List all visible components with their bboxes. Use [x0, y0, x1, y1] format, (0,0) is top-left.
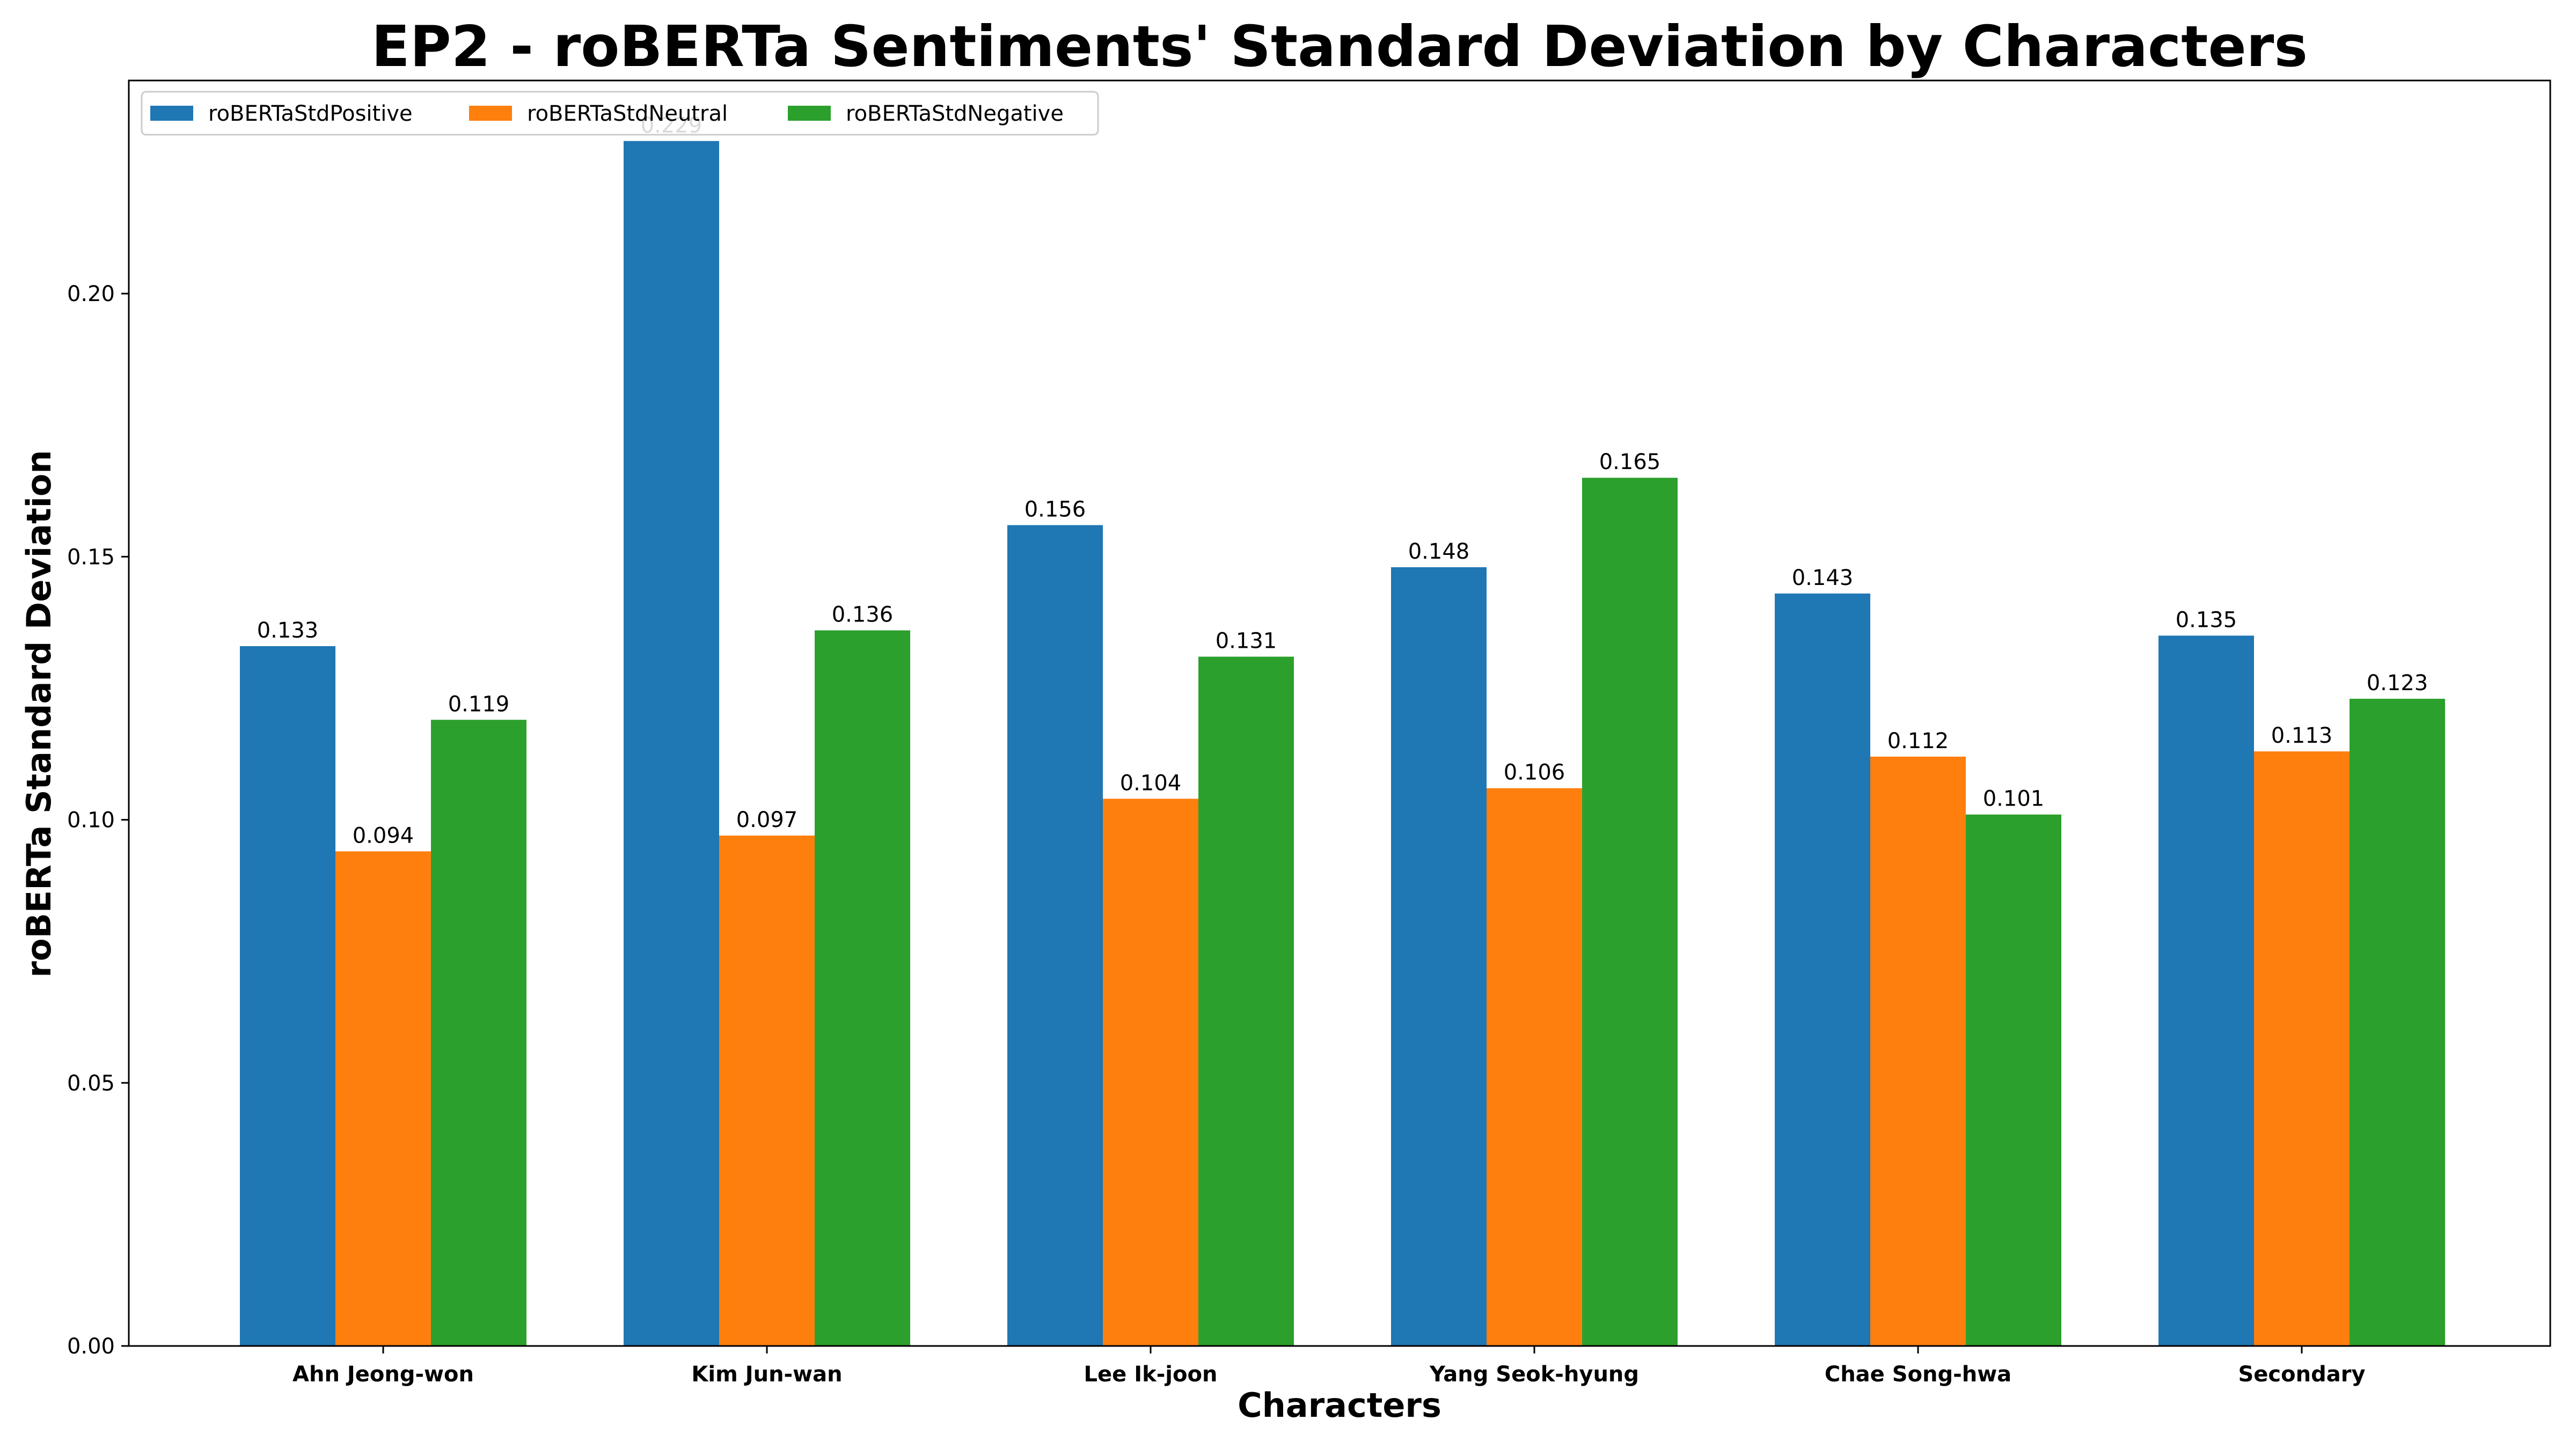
x-tick-label-1: Kim Jun-wan — [691, 1362, 842, 1387]
value-label-roBERTaStdPositive-3: 0.148 — [1408, 539, 1470, 564]
value-label-roBERTaStdNeutral-4: 0.112 — [1887, 729, 1949, 753]
value-label-roBERTaStdPositive-4: 0.143 — [1792, 566, 1854, 590]
bar-roBERTaStdPositive-4 — [1775, 593, 1870, 1346]
bar-roBERTaStdPositive-1 — [624, 141, 719, 1346]
x-tick-label-4: Chae Song-hwa — [1825, 1362, 2011, 1387]
bar-roBERTaStdNegative-1 — [815, 630, 910, 1346]
value-label-roBERTaStdNeutral-0: 0.094 — [353, 823, 414, 848]
bar-roBERTaStdPositive-0 — [240, 646, 335, 1346]
bar-roBERTaStdNeutral-2 — [1103, 799, 1198, 1346]
y-tick-label-0: 0.00 — [67, 1334, 115, 1359]
y-tick-label-4: 0.20 — [67, 282, 115, 306]
value-label-roBERTaStdNegative-0: 0.119 — [448, 692, 510, 716]
bar-roBERTaStdNegative-5 — [2350, 699, 2445, 1346]
value-label-roBERTaStdNeutral-2: 0.104 — [1120, 771, 1182, 795]
x-axis-label: Characters — [1238, 1386, 1441, 1425]
bar-roBERTaStdNegative-0 — [431, 720, 526, 1346]
x-tick-label-3: Yang Seok-hyung — [1429, 1362, 1639, 1387]
plot-area: 0.1330.2290.1560.1480.1430.1350.0940.097… — [67, 79, 2551, 1387]
value-label-roBERTaStdNegative-4: 0.101 — [1983, 787, 2045, 811]
value-label-roBERTaStdPositive-0: 0.133 — [257, 618, 319, 643]
bar-roBERTaStdNeutral-1 — [719, 835, 815, 1346]
legend-box — [141, 91, 1099, 136]
bar-roBERTaStdNeutral-5 — [2254, 751, 2350, 1346]
bar-roBERTaStdNeutral-3 — [1487, 788, 1582, 1346]
value-label-roBERTaStdNeutral-3: 0.106 — [1504, 760, 1565, 785]
legend-swatch-roBERTaStdNegative — [788, 106, 831, 121]
chart-title: EP2 - roBERTa Sentiments' Standard Devia… — [371, 14, 2308, 79]
legend-label-roBERTaStdNegative: roBERTaStdNegative — [846, 101, 1064, 126]
bar-roBERTaStdNeutral-0 — [335, 851, 431, 1346]
x-tick-label-5: Secondary — [2238, 1362, 2365, 1387]
value-label-roBERTaStdPositive-5: 0.135 — [2176, 608, 2237, 632]
bar-roBERTaStdNegative-2 — [1198, 656, 1294, 1346]
y-tick-label-1: 0.05 — [67, 1071, 115, 1096]
value-label-roBERTaStdNeutral-5: 0.113 — [2271, 723, 2333, 748]
legend-label-roBERTaStdPositive: roBERTaStdPositive — [208, 101, 413, 126]
value-label-roBERTaStdPositive-2: 0.156 — [1024, 497, 1086, 522]
bar-roBERTaStdNeutral-4 — [1870, 756, 1966, 1346]
legend: roBERTaStdPositive roBERTaStdNeutral roBER… — [141, 91, 1099, 136]
value-label-roBERTaStdNegative-5: 0.123 — [2367, 671, 2428, 696]
x-tick-label-2: Lee Ik-joon — [1084, 1362, 1218, 1387]
value-label-roBERTaStdNegative-2: 0.131 — [1216, 629, 1277, 654]
value-label-roBERTaStdNegative-3: 0.165 — [1599, 450, 1661, 474]
y-tick-label-2: 0.10 — [67, 808, 115, 833]
y-axis-label: roBERTa Standard Deviation — [19, 450, 58, 977]
value-label-roBERTaStdNeutral-1: 0.097 — [736, 808, 798, 832]
legend-swatch-roBERTaStdNeutral — [469, 106, 512, 121]
bar-roBERTaStdPositive-3 — [1391, 567, 1487, 1346]
legend-label-roBERTaStdNeutral: roBERTaStdNeutral — [527, 101, 728, 126]
bar-roBERTaStdPositive-5 — [2158, 635, 2254, 1346]
axes-frame — [128, 79, 2551, 1347]
bar-roBERTaStdNegative-4 — [1966, 814, 2061, 1346]
bar-roBERTaStdNegative-3 — [1582, 478, 1678, 1346]
bar-roBERTaStdPositive-2 — [1007, 525, 1103, 1346]
y-tick-label-3: 0.15 — [67, 545, 115, 569]
x-tick-label-0: Ahn Jeong-won — [292, 1362, 474, 1387]
legend-swatch-roBERTaStdPositive — [150, 106, 193, 121]
value-label-roBERTaStdNegative-1: 0.136 — [832, 603, 894, 627]
